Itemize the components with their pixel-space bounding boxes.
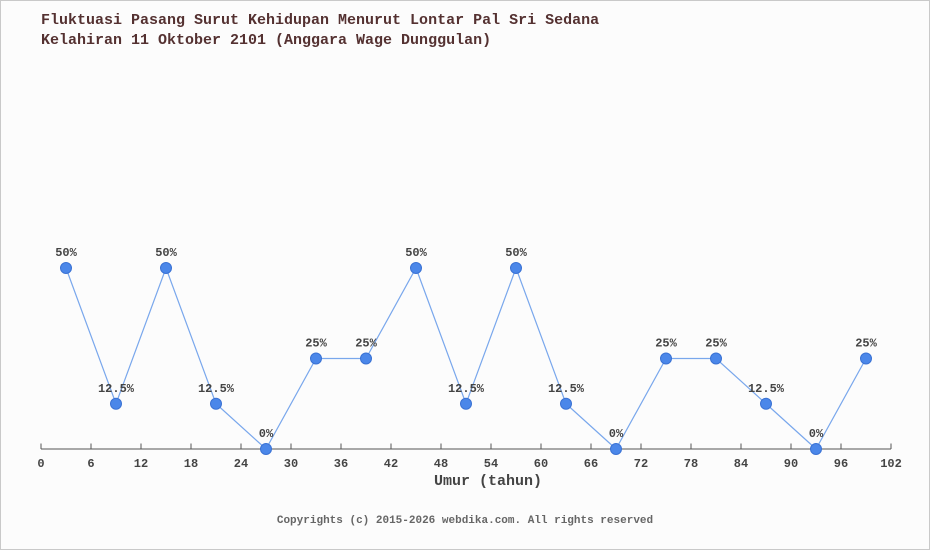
data-point-label: 25% — [305, 337, 327, 351]
data-point-label: 50% — [55, 246, 77, 260]
data-point-marker — [660, 352, 672, 365]
series-line — [65, 266, 867, 450]
data-point-marker — [460, 397, 472, 410]
data-point-label: 12.5% — [198, 382, 235, 396]
data-point-marker — [360, 352, 372, 365]
x-axis-tick-label: 78 — [684, 457, 698, 471]
data-point-label: 25% — [655, 337, 677, 351]
x-axis-tick-label: 30 — [284, 457, 298, 471]
data-point-label: 0% — [809, 427, 824, 441]
data-point-label: 50% — [405, 246, 427, 260]
data-point-label: 12.5% — [98, 382, 135, 396]
data-point-marker — [410, 262, 422, 274]
data-point-marker — [160, 262, 172, 274]
data-point-label: 12.5% — [748, 382, 785, 396]
x-axis-tick-label: 24 — [234, 457, 248, 471]
x-axis-tick-label: 84 — [734, 457, 748, 471]
data-point-marker — [710, 352, 722, 365]
data-point-label: 0% — [259, 427, 274, 441]
data-point-marker — [260, 443, 272, 455]
data-point-label: 50% — [155, 246, 177, 260]
x-axis-tick-label: 36 — [334, 457, 348, 471]
data-point-marker — [810, 443, 822, 455]
x-axis-tick-label: 66 — [584, 457, 598, 471]
data-point-marker — [310, 352, 322, 365]
data-point-label: 50% — [505, 246, 527, 260]
data-point-marker — [510, 262, 522, 274]
data-point-marker — [210, 397, 222, 410]
data-point-marker — [860, 352, 872, 365]
x-axis-tick-label: 0 — [37, 457, 44, 471]
x-axis-title: Umur (tahun) — [433, 473, 543, 490]
data-point-label: 25% — [355, 337, 377, 351]
x-axis-tick-label: 60 — [534, 457, 548, 471]
chart-title-line1: Fluktuasi Pasang Surut Kehidupan Menurut… — [41, 12, 600, 29]
x-axis-tick-label: 6 — [87, 457, 94, 471]
chart-title: Fluktuasi Pasang Surut Kehidupan Menurut… — [41, 11, 599, 51]
x-axis-tick-label: 72 — [634, 457, 648, 471]
data-point-marker — [110, 397, 122, 410]
data-point-marker — [60, 262, 72, 274]
x-axis-tick-label: 102 — [880, 457, 902, 471]
data-point-marker — [560, 397, 572, 410]
chart-title-line2: Kelahiran 11 Oktober 2101 (Anggara Wage … — [41, 32, 492, 49]
data-point-label: 25% — [855, 337, 877, 351]
data-point-label: 12.5% — [548, 382, 585, 396]
x-axis-tick-label: 12 — [134, 457, 148, 471]
data-point-label: 0% — [609, 427, 624, 441]
x-axis-tick-label: 96 — [834, 457, 848, 471]
x-axis-tick-label: 90 — [784, 457, 798, 471]
copyright-footer: Copyrights (c) 2015-2026 webdika.com. Al… — [276, 515, 654, 527]
data-point-label: 12.5% — [448, 382, 485, 396]
data-point-label: 25% — [705, 337, 727, 351]
x-axis-tick-label: 42 — [384, 457, 398, 471]
data-point-marker — [610, 443, 622, 455]
x-axis-tick-label: 54 — [484, 457, 498, 471]
data-point-marker — [760, 397, 772, 410]
x-axis-tick-label: 18 — [184, 457, 198, 471]
x-axis-tick-label: 48 — [434, 457, 448, 471]
